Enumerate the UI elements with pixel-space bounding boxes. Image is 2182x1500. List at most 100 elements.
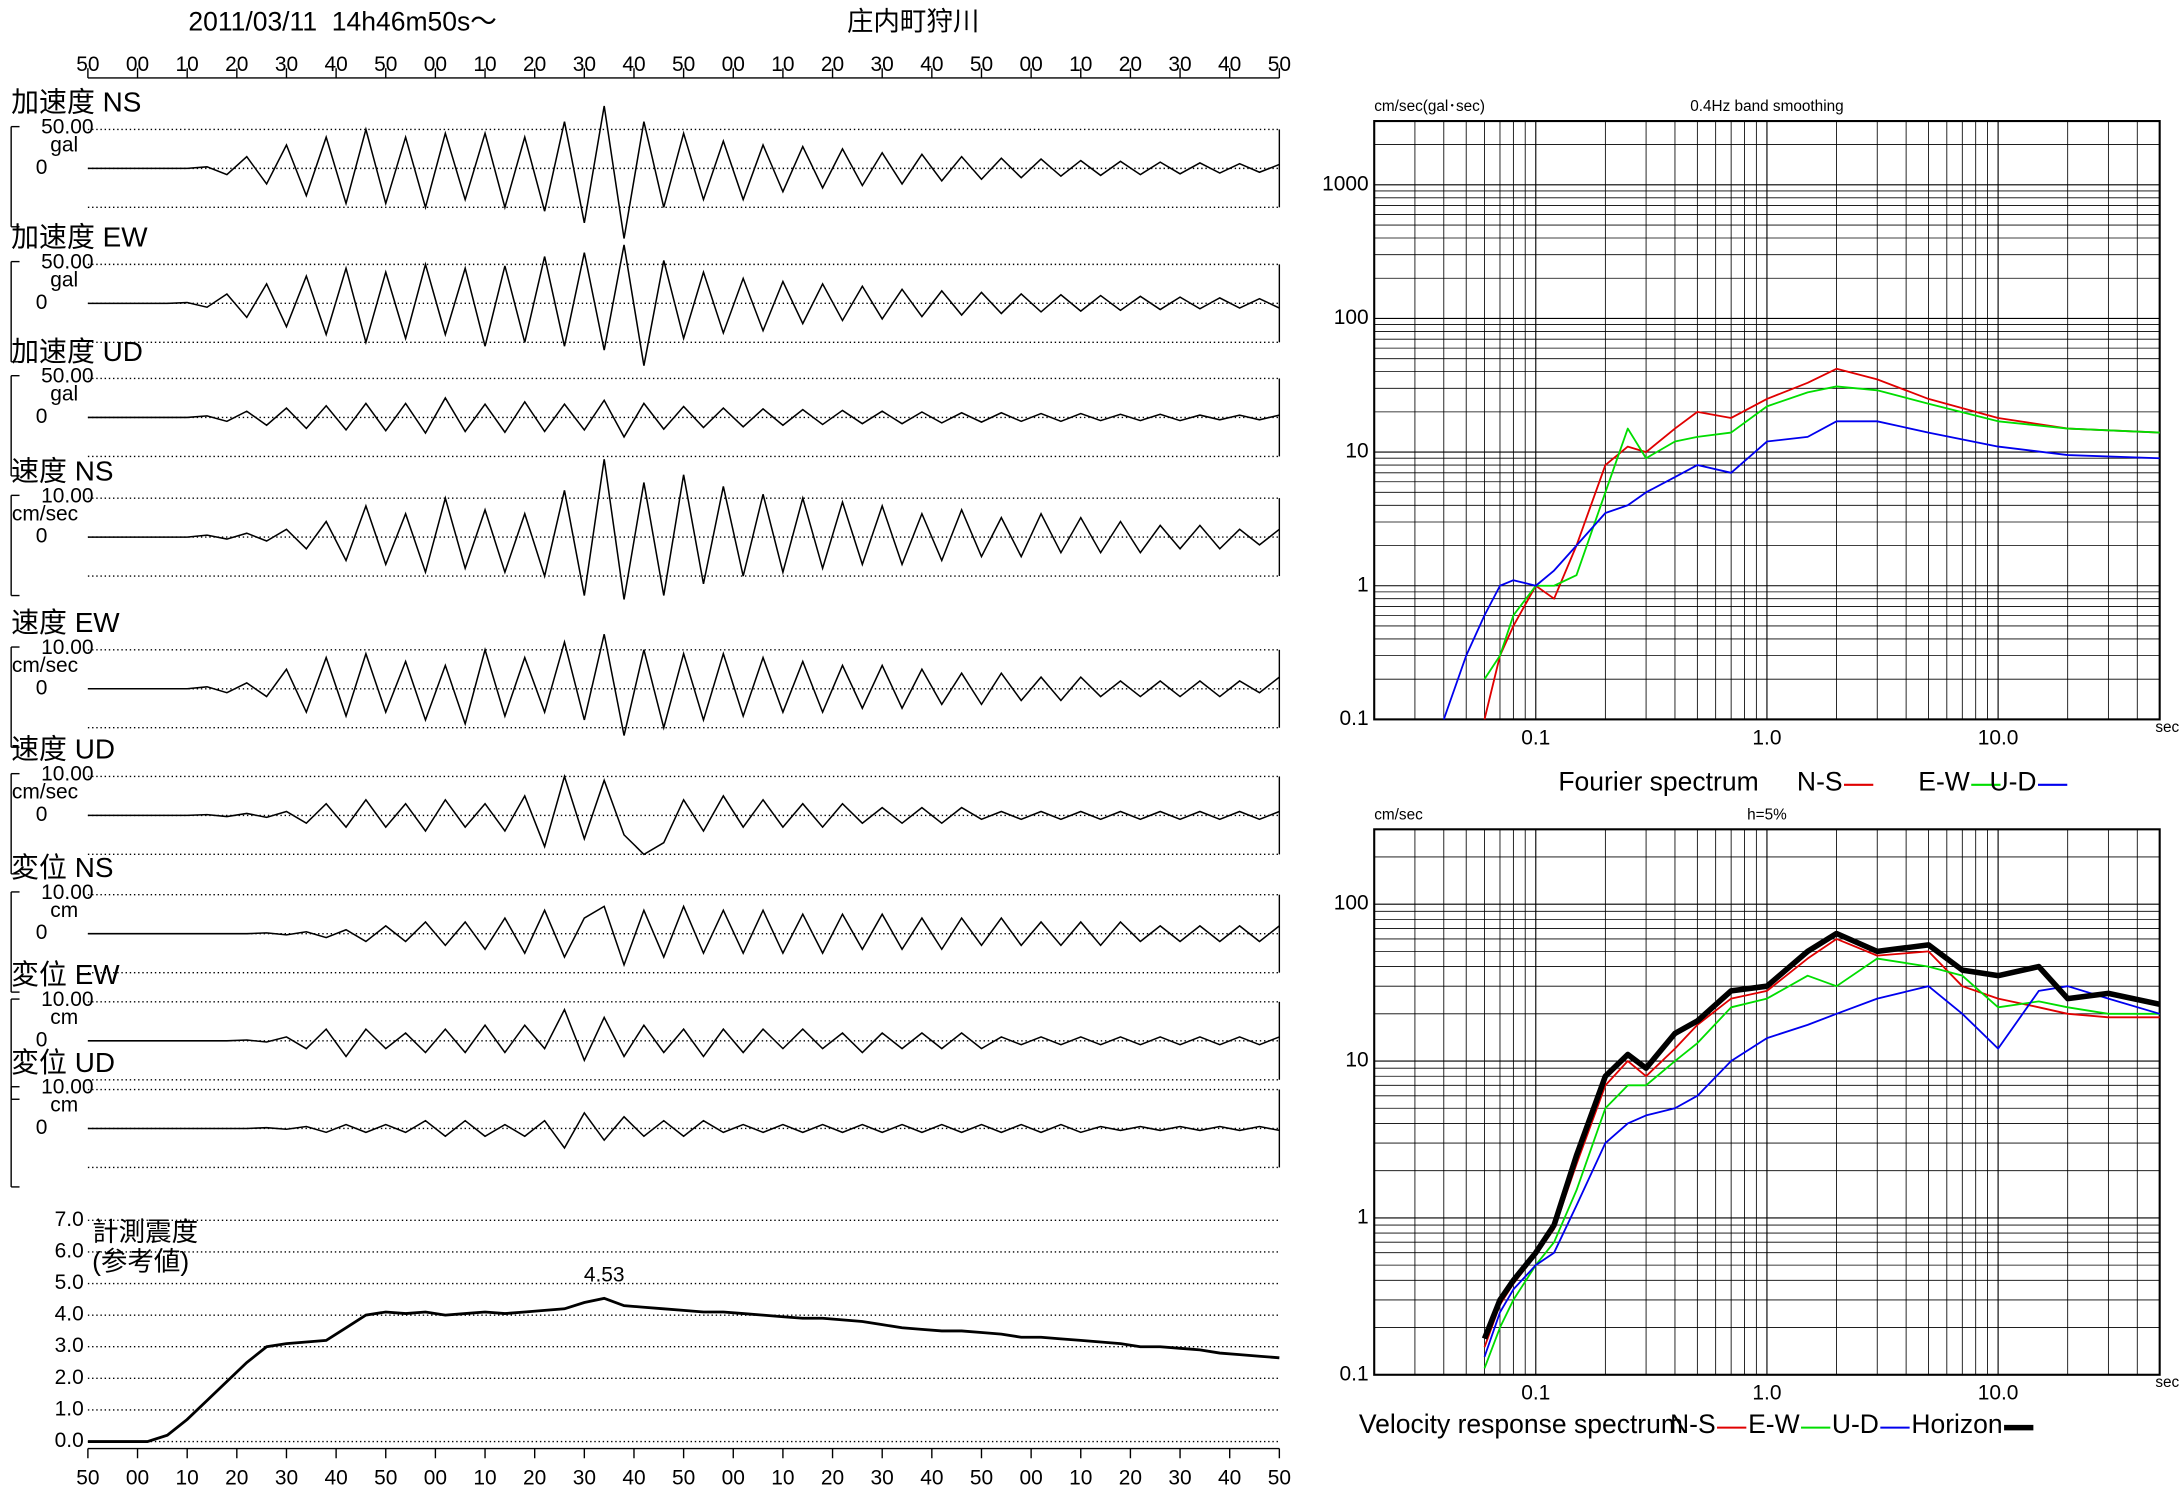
y-tick-label: 50.00 <box>41 365 93 388</box>
panel-label: 変位 EW <box>11 959 120 990</box>
time-tick-label: 00 <box>1019 53 1042 76</box>
y-tick-label: 10.00 <box>41 881 93 904</box>
time-tick-label: 30 <box>573 1467 596 1490</box>
y-axis-unit: cm/sec(gal･sec) <box>1374 98 1485 115</box>
y-tick-label: 0 <box>36 676 48 699</box>
y-tick-label: 100 <box>1334 892 1369 915</box>
peak-annotation: 4.53 <box>584 1264 625 1287</box>
panel-unit: cm/sec <box>12 502 78 525</box>
plot-frame <box>1373 120 2161 721</box>
time-tick-label: 10 <box>473 1467 496 1490</box>
legend-title: Fourier spectrum <box>1558 766 1758 796</box>
station-name: 庄内町狩川 <box>847 7 980 37</box>
y-tick-label: 0 <box>36 525 48 548</box>
time-tick-label: 40 <box>1218 53 1241 76</box>
y-tick-label: 10.00 <box>41 1076 93 1099</box>
y-tick-label: 0.0 <box>55 1429 84 1452</box>
time-tick-label: 20 <box>523 53 546 76</box>
time-tick-label: 00 <box>722 53 745 76</box>
time-tick-label: 50 <box>76 1467 99 1490</box>
y-tick-label: 100 <box>1334 306 1369 329</box>
time-tick-label: 40 <box>622 53 645 76</box>
time-tick-label: 20 <box>821 53 844 76</box>
legend-label: U-D <box>1832 1409 1879 1439</box>
panel-label: 加速度 EW <box>11 222 148 253</box>
time-tick-label: 00 <box>126 1467 149 1490</box>
time-tick-label: 30 <box>275 1467 298 1490</box>
panel-label: 速度 NS <box>11 455 113 486</box>
time-tick-label: 50 <box>672 1467 695 1490</box>
spectrum-line <box>1483 957 2160 1369</box>
time-tick-label: 40 <box>324 53 347 76</box>
panel-unit: cm/sec <box>12 781 78 804</box>
time-tick-label: 40 <box>920 53 943 76</box>
spectrum-line <box>1483 985 2160 1358</box>
time-tick-label: 20 <box>523 1467 546 1490</box>
time-tick-label: 50 <box>672 53 695 76</box>
y-tick-label: 7.0 <box>55 1208 84 1231</box>
panel-label: 速度 UD <box>11 734 115 765</box>
time-tick-label: 10 <box>176 1467 199 1490</box>
x-axis-unit: sec <box>2155 719 2179 736</box>
waveform-trace <box>87 1007 1280 1063</box>
record-time: 2011/03/11 14h46m50s～ <box>188 7 496 37</box>
y-tick-label: 50.00 <box>41 251 93 274</box>
time-tick-label: 40 <box>920 1467 943 1490</box>
y-axis-label: 計測震度 <box>92 1217 198 1247</box>
x-axis-unit: sec <box>2155 1374 2179 1391</box>
spectrum-line <box>1481 930 2161 1340</box>
y-tick-label: 0 <box>36 921 48 944</box>
time-tick-label: 50 <box>374 53 397 76</box>
y-tick-label: 0 <box>36 803 48 826</box>
time-tick-label: 20 <box>821 1467 844 1490</box>
legend-label: E-W <box>1918 766 1970 796</box>
time-tick-label: 10 <box>1069 1467 1092 1490</box>
legend-title: Velocity response spectrum <box>1359 1409 1683 1439</box>
time-tick-label: 30 <box>871 53 894 76</box>
time-tick-label: 00 <box>722 1467 745 1490</box>
y-tick-label: 5.0 <box>55 1271 84 1294</box>
spectrum-line <box>1442 420 2160 720</box>
y-tick-label: 10 <box>1345 440 1368 463</box>
time-tick-label: 20 <box>225 1467 248 1490</box>
legend-label: N-S <box>1797 766 1843 796</box>
waveform-trace <box>87 634 1280 736</box>
y-tick-label: 4.0 <box>55 1303 84 1326</box>
panel-unit: gal <box>50 134 78 157</box>
legend-label: N-S <box>1670 1409 1716 1439</box>
y-tick-label: 10.00 <box>41 763 93 786</box>
legend-label: Horizon <box>1911 1409 2002 1439</box>
panel-unit: cm <box>50 1094 78 1117</box>
waveform-trace <box>87 244 1280 366</box>
chart-subtitle: h=5% <box>1747 806 1787 823</box>
x-tick-label: 1.0 <box>1752 726 1781 749</box>
panel-label: 変位 NS <box>11 852 113 883</box>
y-tick-label: 0 <box>36 156 48 179</box>
time-tick-label: 00 <box>424 53 447 76</box>
time-tick-label: 40 <box>622 1467 645 1490</box>
panel-unit: gal <box>50 383 78 406</box>
spectrum-line <box>1483 367 2160 720</box>
time-tick-label: 10 <box>771 53 794 76</box>
y-tick-label: 0.1 <box>1340 1362 1369 1385</box>
waveform-trace <box>87 904 1280 968</box>
panel-label: 加速度 UD <box>11 336 143 367</box>
y-tick-label: 6.0 <box>55 1239 84 1262</box>
time-tick-label: 20 <box>225 53 248 76</box>
y-tick-label: 0 <box>36 1028 48 1051</box>
time-tick-label: 50 <box>374 1467 397 1490</box>
y-tick-label: 0 <box>36 1116 48 1139</box>
time-tick-label: 40 <box>324 1467 347 1490</box>
time-tick-label: 20 <box>1119 53 1142 76</box>
x-tick-label: 10.0 <box>1978 726 2019 749</box>
waveform-trace <box>87 459 1280 600</box>
x-tick-label: 1.0 <box>1752 1382 1781 1405</box>
time-tick-label: 10 <box>1069 53 1092 76</box>
time-tick-label: 00 <box>1019 1467 1042 1490</box>
chart-subtitle: 0.4Hz band smoothing <box>1690 98 1843 115</box>
y-tick-label: 0 <box>36 291 48 314</box>
time-tick-label: 00 <box>126 53 149 76</box>
waveform-trace <box>87 773 1280 856</box>
